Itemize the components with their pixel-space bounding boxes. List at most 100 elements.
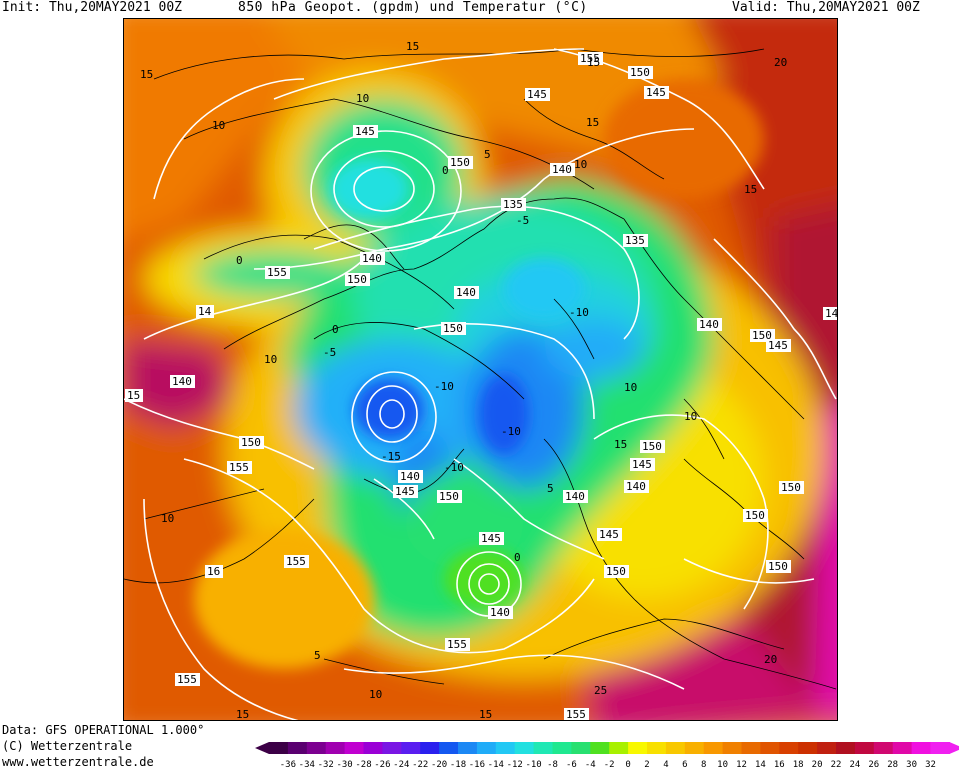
colorbar-tick-label: 0 bbox=[625, 760, 630, 770]
colorbar-swatch bbox=[590, 742, 610, 754]
temperature-label: 10 bbox=[684, 410, 697, 423]
geopotential-label-text: 135 bbox=[503, 198, 523, 211]
copyright: (C) Wetterzentrale bbox=[2, 739, 133, 753]
geopotential-label-text: 150 bbox=[768, 560, 788, 573]
colorbar-swatch bbox=[722, 742, 742, 754]
init-time: Init: Thu,20MAY2021 00Z bbox=[2, 0, 183, 15]
temperature-label: 10 bbox=[161, 512, 174, 525]
colorbar-tick-label: 12 bbox=[736, 760, 747, 770]
geopotential-label: 150 bbox=[640, 440, 665, 453]
geopotential-label-text: 155 bbox=[447, 638, 467, 651]
geopotential-label-text: 150 bbox=[642, 440, 662, 453]
colorbar-tick-label: -28 bbox=[355, 760, 371, 770]
geopotential-label-text: 140 bbox=[626, 480, 646, 493]
colorbar-swatches bbox=[255, 742, 959, 754]
colorbar-tick-label: 4 bbox=[663, 760, 668, 770]
colorbar-tick-label: -10 bbox=[525, 760, 541, 770]
geopotential-label: 14 bbox=[196, 305, 214, 318]
geopotential-label-text: 140 bbox=[552, 163, 572, 176]
geopotential-label: 150 bbox=[743, 509, 768, 522]
temperature-label: -5 bbox=[516, 214, 529, 227]
geopotential-label-text: 145 bbox=[481, 532, 501, 545]
colorbar-swatch bbox=[628, 742, 648, 754]
temperature-label: 15 bbox=[744, 183, 757, 196]
temperature-label: -10 bbox=[501, 425, 521, 438]
geopotential-label-text: 150 bbox=[450, 156, 470, 169]
colorbar-swatch bbox=[854, 742, 875, 754]
colorbar-swatch bbox=[684, 742, 705, 754]
valid-time: Valid: Thu,20MAY2021 00Z bbox=[732, 0, 920, 15]
colorbar-swatch bbox=[741, 742, 761, 754]
colorbar-tick-label: 8 bbox=[701, 760, 706, 770]
temperature-label: 20 bbox=[774, 56, 787, 69]
colorbar-tick-label: -24 bbox=[393, 760, 409, 770]
colorbar-tick-labels: -36 -34 -32 -30 -28 -26 -24 -22 -20 -18 -16 -14 -12-… bbox=[280, 760, 936, 770]
geopotential-label-text: 145 bbox=[599, 528, 619, 541]
geopotential-label-text: 145 bbox=[527, 88, 547, 101]
temperature-label: 15 bbox=[406, 40, 419, 53]
temperature-label: 10 bbox=[624, 381, 637, 394]
website-link[interactable]: www.wetterzentrale.de bbox=[2, 755, 154, 769]
geopotential-label: 140 bbox=[624, 480, 649, 493]
geopotential-label-text: 155 bbox=[580, 52, 600, 65]
colorbar-tick-label: -32 bbox=[318, 760, 334, 770]
geopotential-label: 16 bbox=[205, 565, 223, 578]
colorbar-swatch bbox=[269, 742, 289, 754]
colorbar-swatch bbox=[873, 742, 894, 754]
colorbar-tick-label: 30 bbox=[906, 760, 917, 770]
colorbar-swatch bbox=[817, 742, 837, 754]
colorbar-tick-label: 22 bbox=[831, 760, 842, 770]
geopotential-label-text: 155 bbox=[267, 266, 287, 279]
geopotential-label-text: 145 bbox=[646, 86, 666, 99]
colorbar-swatch bbox=[779, 742, 799, 754]
geopotential-label-text: 150 bbox=[439, 490, 459, 503]
temperature-label: 0 bbox=[332, 323, 339, 336]
colorbar-tick-label: -22 bbox=[412, 760, 428, 770]
temperature-label: 10 bbox=[212, 119, 225, 132]
geopotential-label-text: 145 bbox=[632, 458, 652, 471]
map-panel: 155 150 145 145 145 150 140 135 135 140 155 150 140 1… bbox=[123, 18, 838, 721]
geopotential-label: 15 bbox=[125, 389, 143, 402]
geopotential-label: 140 bbox=[697, 318, 722, 331]
geopotential-label: 150 bbox=[239, 436, 264, 449]
temperature-label: 5 bbox=[314, 649, 321, 662]
geopotential-label: 140 bbox=[488, 606, 513, 619]
temperature-label: -15 bbox=[381, 450, 401, 463]
colorbar-tick-label: 24 bbox=[849, 760, 860, 770]
geopotential-label: 140 bbox=[550, 163, 575, 176]
geopotential-label: 155 bbox=[445, 638, 470, 651]
geopotential-label-text: 140 bbox=[699, 318, 719, 331]
colorbar-swatch bbox=[382, 742, 402, 754]
geopotential-label-text: 150 bbox=[781, 481, 801, 494]
geopotential-label-text: 155 bbox=[566, 708, 586, 720]
geopotential-label: 155 bbox=[227, 461, 252, 474]
colorbar-tick-label: 6 bbox=[682, 760, 687, 770]
colorbar-tick-label: 10 bbox=[717, 760, 728, 770]
geopotential-label: 150 bbox=[779, 481, 804, 494]
colorbar-swatch bbox=[401, 742, 421, 754]
geopotential-label: 145 bbox=[597, 528, 622, 541]
temperature-label: 0 bbox=[514, 551, 521, 564]
colorbar-tick-label: -18 bbox=[450, 760, 466, 770]
temperature-label: 5 bbox=[547, 482, 554, 495]
temperature-label: 15 bbox=[140, 68, 153, 81]
colorbar-tick-label: -8 bbox=[547, 760, 558, 770]
geopotential-label: 150 bbox=[345, 273, 370, 286]
geopotential-label-text: 150 bbox=[241, 436, 261, 449]
colorbar-tick-label: 26 bbox=[868, 760, 879, 770]
colorbar-tick-label: 18 bbox=[793, 760, 804, 770]
geopotential-label: 155 bbox=[564, 708, 589, 720]
temperature-label: 0 bbox=[236, 254, 243, 267]
colorbar-tick-label: 20 bbox=[812, 760, 823, 770]
colorbar-swatch bbox=[647, 742, 667, 754]
colorbar-tick-label: -16 bbox=[469, 760, 485, 770]
geopotential-label-text: 150 bbox=[630, 66, 650, 79]
geopotential-label-text: 155 bbox=[286, 555, 306, 568]
colorbar-swatch bbox=[476, 742, 497, 754]
geopotential-label-text: 16 bbox=[207, 565, 220, 578]
geopotential-label-text: 145 bbox=[355, 125, 375, 138]
colorbar-swatch bbox=[514, 742, 535, 754]
data-source: Data: GFS OPERATIONAL 1.000° bbox=[2, 723, 205, 737]
